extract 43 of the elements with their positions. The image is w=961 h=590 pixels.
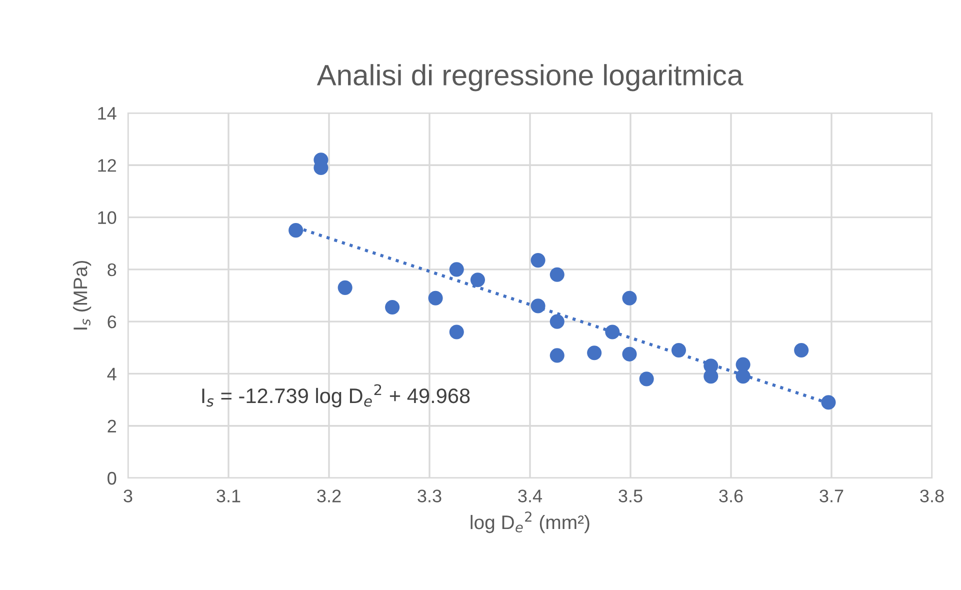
y-tick-label: 6 bbox=[108, 316, 116, 328]
point bbox=[622, 290, 637, 306]
point bbox=[550, 348, 564, 363]
x-tick-label: 3 bbox=[124, 490, 132, 502]
point bbox=[530, 253, 546, 268]
point bbox=[736, 369, 750, 384]
x-tick-label: 3.7 bbox=[820, 490, 844, 502]
point bbox=[428, 290, 443, 306]
point bbox=[671, 342, 686, 358]
y-tick-label: 14 bbox=[98, 107, 116, 120]
y-tick-label: 12 bbox=[98, 159, 116, 172]
point bbox=[622, 346, 637, 362]
point bbox=[821, 395, 836, 410]
x-tick-label: 3.4 bbox=[518, 490, 542, 502]
point bbox=[449, 262, 464, 277]
y-tick-label: 4 bbox=[107, 368, 116, 380]
x-axis-title: log D$_{e}$$^{2}$ (mm²) bbox=[470, 512, 590, 534]
point bbox=[449, 324, 464, 340]
point bbox=[605, 324, 620, 340]
y-tick-label: 8 bbox=[108, 263, 116, 276]
x-tick-label: 3.1 bbox=[216, 490, 240, 502]
y-axis-title: I$_{s}$ (MPa) bbox=[72, 260, 92, 330]
x-tick-label: 3.8 bbox=[920, 490, 944, 502]
point bbox=[794, 342, 809, 358]
point bbox=[704, 369, 718, 384]
x-tick-label: 3.6 bbox=[719, 490, 743, 502]
point bbox=[530, 298, 546, 314]
point bbox=[587, 346, 602, 360]
chart-title: Analisi di regressione logaritmica bbox=[316, 64, 744, 92]
point bbox=[470, 272, 486, 288]
x-tick-label: 3.5 bbox=[618, 490, 642, 502]
x-tick-label: 3.3 bbox=[418, 490, 442, 502]
annotation: I$_{s}$ = -12.739 log D$_{e}$$^{2}$ + 49.968 bbox=[202, 384, 470, 408]
point bbox=[385, 300, 400, 315]
y-tick-label: 0 bbox=[108, 472, 116, 485]
point bbox=[288, 223, 304, 238]
point bbox=[550, 267, 564, 282]
x-tick-label: 3.2 bbox=[317, 490, 341, 502]
point bbox=[338, 280, 352, 295]
point bbox=[639, 372, 654, 386]
y-tick-label: 2 bbox=[108, 420, 116, 432]
y-tick-label: 10 bbox=[98, 211, 116, 224]
point bbox=[550, 314, 564, 329]
